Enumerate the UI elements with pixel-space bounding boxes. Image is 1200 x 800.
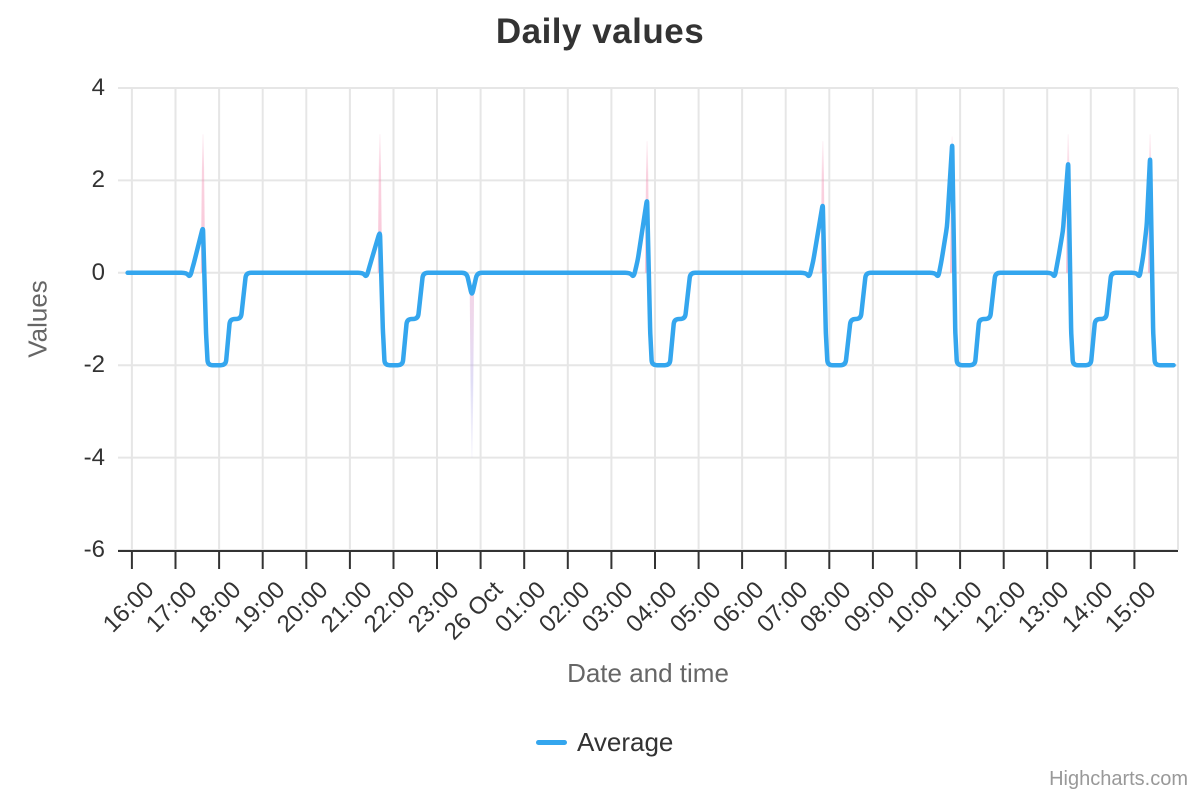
y-axis-title: Values [22, 280, 53, 358]
chart-title: Daily values [495, 12, 705, 51]
y-axis-label: -4 [83, 443, 105, 471]
y-axis-label: -6 [83, 536, 105, 563]
y-axis-label: 0 [91, 258, 105, 286]
series-average-line[interactable] [125, 143, 1176, 368]
x-axis [118, 550, 1178, 569]
legend-label: Average [577, 727, 674, 757]
y-axis-label: -2 [83, 351, 105, 379]
y-axis-label: 4 [91, 74, 105, 101]
y-axis-label: 2 [91, 166, 105, 194]
x-axis-title: Date and time [567, 658, 729, 688]
legend-line-swatch [536, 740, 567, 745]
legend-item-average[interactable]: Average [536, 727, 673, 758]
credits-link[interactable]: Highcharts.com [1049, 768, 1188, 790]
down-spike [469, 289, 475, 458]
extreme-spikes [200, 134, 1153, 458]
